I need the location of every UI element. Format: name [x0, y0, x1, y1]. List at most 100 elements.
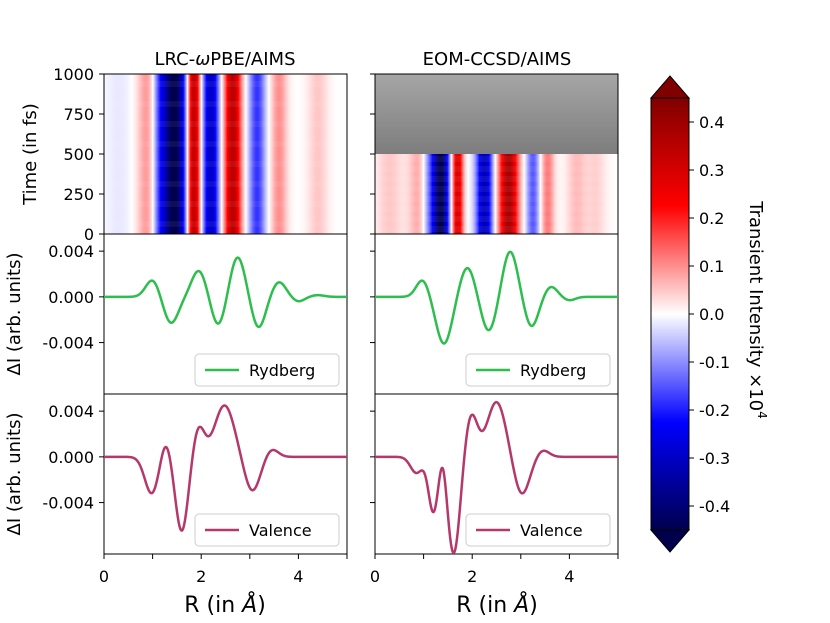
- heatmap-cell: [442, 154, 444, 234]
- heatmap-cell: [314, 74, 316, 234]
- heatmap-cell: [497, 154, 499, 234]
- heatmap-cell: [557, 154, 559, 234]
- heatmap-cell: [331, 74, 333, 234]
- heatmap-cell: [513, 154, 515, 234]
- heatmap-cell: [171, 74, 173, 234]
- heatmap-cell: [518, 154, 520, 234]
- heatmap-cell: [252, 74, 254, 234]
- heatmap-cell: [115, 74, 117, 234]
- col2-xlabel: R (in Å): [456, 591, 538, 618]
- heatmap-cell: [548, 154, 550, 234]
- heatmap-cell: [534, 154, 536, 234]
- heatmap-cell: [427, 154, 429, 234]
- heatmap-cell: [328, 74, 330, 234]
- heatmap-cell: [189, 74, 191, 234]
- heatmap-cell: [292, 74, 294, 234]
- heatmap-cell: [453, 154, 455, 234]
- heatmap-cell: [213, 74, 215, 234]
- heatmap-cell: [294, 74, 296, 234]
- heatmap-cell: [196, 74, 198, 234]
- colorbar-tick-label: -0.3: [699, 449, 730, 468]
- heatmap-cell: [214, 74, 216, 234]
- heatmap-cell: [480, 154, 482, 234]
- heatmap-cell: [549, 154, 551, 234]
- heatmap-cell: [343, 74, 345, 234]
- heatmap-cell: [184, 74, 186, 234]
- heatmap-cell: [613, 154, 615, 234]
- heatmap-cell: [469, 154, 471, 234]
- heatmap-cell: [295, 74, 297, 234]
- heatmap-cell: [566, 154, 568, 234]
- heatmap-cell: [175, 74, 177, 234]
- heatmap-cell: [338, 74, 340, 234]
- heatmap-cell: [327, 74, 329, 234]
- heatmap-cell: [590, 154, 592, 234]
- heatmap-cell: [511, 154, 513, 234]
- heatmap-cell: [121, 74, 123, 234]
- heatmap-cell: [604, 154, 606, 234]
- heatmap-cell: [392, 154, 394, 234]
- heatmap-cell: [170, 74, 172, 234]
- heatmap-cell: [493, 154, 495, 234]
- heatmap-cell: [177, 74, 179, 234]
- heatmap-cell: [601, 154, 603, 234]
- heatmap-cell: [229, 74, 231, 234]
- col1-heatmap-panel: 0 250 500 750 1000: [53, 65, 348, 244]
- heatmap-cell: [564, 154, 566, 234]
- colorbar-tick-label: 0.2: [699, 209, 724, 228]
- heatmap-cell: [547, 154, 549, 234]
- heatmap-cell: [332, 74, 334, 234]
- heatmap-cell: [307, 74, 309, 234]
- colorbar-tick-label: 0.0: [699, 305, 724, 324]
- heatmap-cell: [389, 154, 391, 234]
- xtick-label: 0: [99, 567, 109, 586]
- heatmap-cell: [484, 154, 486, 234]
- heatmap-cell: [577, 154, 579, 234]
- heatmap-cell: [553, 154, 555, 234]
- heatmap-cell: [421, 154, 423, 234]
- series-line: [103, 404, 348, 532]
- heatmap-cell: [461, 154, 463, 234]
- heatmap-cell: [431, 154, 433, 234]
- heatmap-cell: [162, 74, 164, 234]
- heatmap-cell: [500, 154, 502, 234]
- heatmap-cell: [551, 154, 553, 234]
- colorbar-gradient: [650, 97, 690, 531]
- heatmap-cell: [429, 154, 431, 234]
- heatmap-cell: [504, 154, 506, 234]
- heatmap-cell: [116, 74, 118, 234]
- heatmap-cell: [582, 154, 584, 234]
- heatmap-cell: [167, 74, 169, 234]
- heatmap-cell: [188, 74, 190, 234]
- heatmap-cell: [402, 154, 404, 234]
- heatmap-cell: [205, 74, 207, 234]
- heatmap-cell: [457, 154, 459, 234]
- heatmap-cell: [210, 74, 212, 234]
- heatmap-cell: [243, 74, 245, 234]
- heatmap-cell: [449, 154, 451, 234]
- ytick-label: 0.000: [48, 288, 94, 307]
- legend-label: Valence: [249, 521, 312, 540]
- heatmap-cell: [468, 154, 470, 234]
- colorbar: 0.4 0.3 0.2 0.1 0.0 -0.1 -0.2 -0.3 -0.4: [649, 75, 730, 553]
- heatmap-cell: [130, 74, 132, 234]
- heatmap-cell: [588, 154, 590, 234]
- heatmap-cell: [248, 74, 250, 234]
- heatmap-cell: [519, 154, 521, 234]
- heatmap-cell: [234, 74, 236, 234]
- heatmap-cell: [583, 154, 585, 234]
- heatmap-cell: [610, 154, 612, 234]
- heatmap-cell: [520, 154, 522, 234]
- heatmap-cell: [573, 154, 575, 234]
- heatmap-cell: [586, 154, 588, 234]
- ytick-label: -0.004: [42, 494, 94, 513]
- heatmap-cell: [471, 154, 473, 234]
- heatmap-cell: [510, 154, 512, 234]
- series-line: [374, 250, 619, 345]
- heatmap-cell: [464, 154, 466, 234]
- heatmap-cell: [542, 154, 544, 234]
- heatmap-ytick-label: 500: [63, 145, 94, 164]
- heatmap-cell: [543, 154, 545, 234]
- heatmap-cell: [569, 154, 571, 234]
- heatmap-cell: [591, 154, 593, 234]
